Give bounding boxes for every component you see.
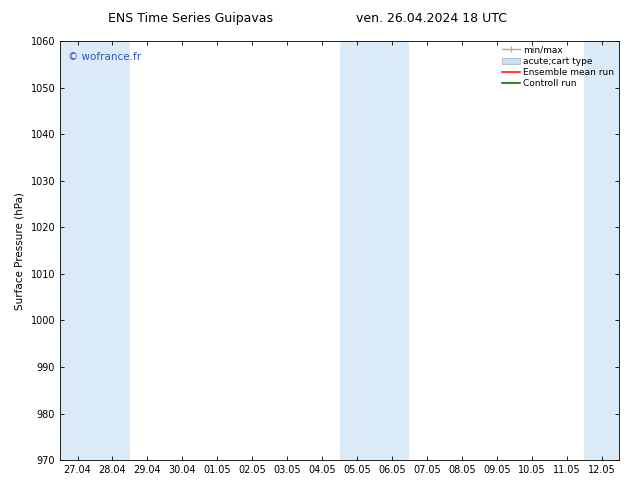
Bar (340, 41, 410, 460)
Legend: min/max, acute;cart type, Ensemble mean run, Controll run: min/max, acute;cart type, Ensemble mean … (500, 44, 616, 90)
Bar (60, 41, 130, 460)
Text: ven. 26.04.2024 18 UTC: ven. 26.04.2024 18 UTC (356, 12, 507, 25)
Y-axis label: Surface Pressure (hPa): Surface Pressure (hPa) (15, 192, 25, 310)
Bar (584, 41, 619, 460)
Text: © wofrance.fr: © wofrance.fr (68, 51, 141, 62)
Text: ENS Time Series Guipavas: ENS Time Series Guipavas (108, 12, 273, 25)
